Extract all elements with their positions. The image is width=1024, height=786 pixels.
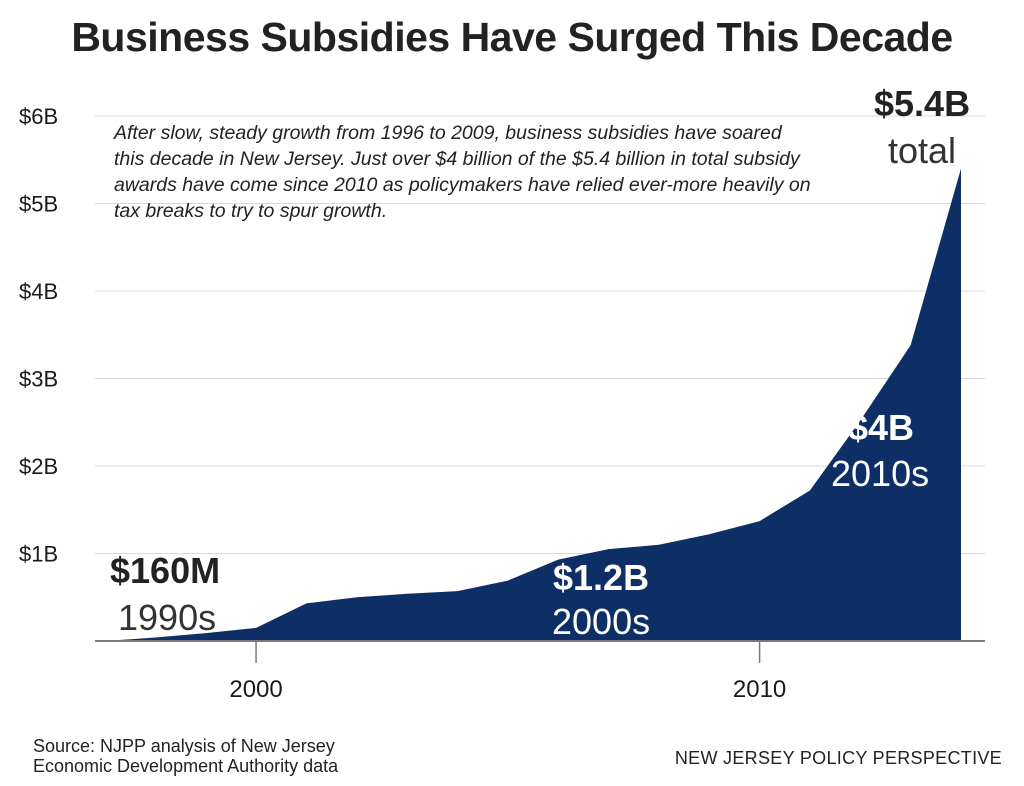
- grid-lines: [95, 115, 985, 554]
- callout-1990s-value: $160M: [110, 550, 220, 591]
- source-note: Source: NJPP analysis of New Jersey Econ…: [33, 736, 338, 776]
- y-tick-label-3: $4B: [19, 279, 58, 304]
- callout-2000s-label: 2000s: [552, 601, 650, 642]
- callout-2000s-value: $1.2B: [553, 557, 649, 598]
- area-series: [105, 168, 961, 641]
- y-tick-label-4: $5B: [19, 192, 58, 217]
- y-tick-label-1: $2B: [19, 454, 58, 479]
- subsidies-area: [105, 168, 961, 641]
- publisher-brand: NEW JERSEY POLICY PERSPECTIVE: [674, 748, 1002, 768]
- callout-total-label: total: [888, 130, 956, 171]
- callout-2010s-label: 2010s: [831, 453, 929, 494]
- callout-total-value: $5.4B: [874, 83, 970, 124]
- x-tick-labels: 2000 2010: [229, 676, 786, 703]
- source-line-1: Source: NJPP analysis of New Jersey: [33, 736, 335, 756]
- y-tick-label-0: $1B: [19, 542, 58, 567]
- chart-note: After slow, steady growth from 1996 to 2…: [114, 122, 811, 222]
- y-tick-labels: $1B $2B $3B $4B $5B $6B: [19, 104, 58, 567]
- x-tick-label-0: 2000: [229, 676, 282, 703]
- y-tick-label-2: $3B: [19, 367, 58, 392]
- chart-title: Business Subsidies Have Surged This Deca…: [71, 14, 953, 60]
- callout-2010s-value: $4B: [848, 407, 914, 448]
- x-tick-label-1: 2010: [733, 676, 786, 703]
- y-tick-label-5: $6B: [19, 104, 58, 129]
- callout-1990s-label: 1990s: [118, 597, 216, 638]
- axes: [95, 640, 985, 663]
- source-line-2: Economic Development Authority data: [33, 756, 339, 776]
